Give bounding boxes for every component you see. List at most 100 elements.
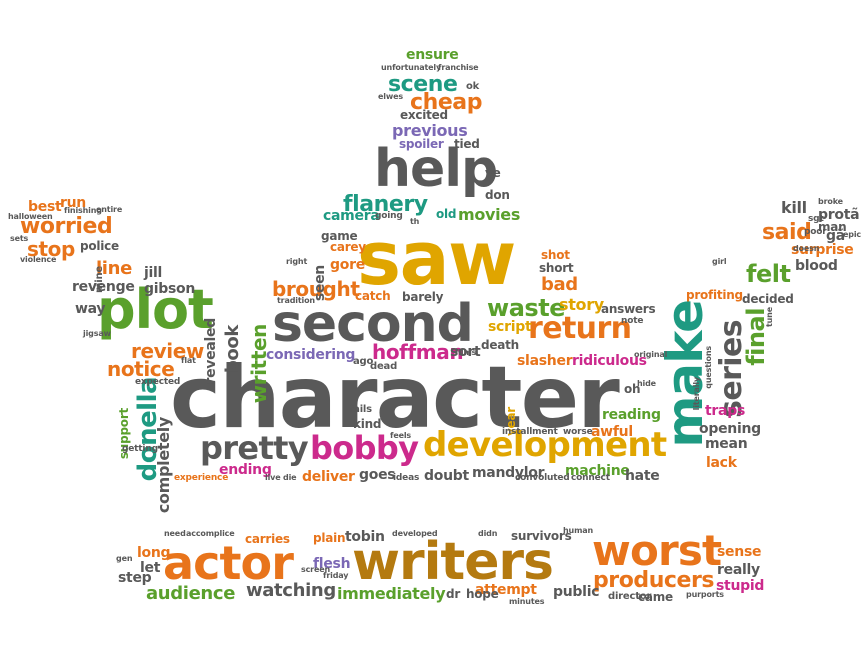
cloud-word: entire [96, 205, 123, 214]
cloud-word: reading [602, 407, 661, 423]
cloud-word: catch [355, 289, 391, 303]
cloud-word: protã [818, 207, 860, 223]
cloud-word: expected [135, 377, 181, 387]
cloud-word: note [621, 316, 644, 326]
cloud-word: survivors [511, 529, 572, 543]
cloud-word: director [608, 591, 652, 602]
cloud-word: sense [717, 544, 762, 560]
cloud-word: girl [712, 257, 727, 266]
cloud-word: tobin [345, 529, 385, 545]
cloud-word: audience [146, 583, 236, 604]
cloud-word: kind [353, 417, 382, 431]
cloud-word: didn [478, 529, 498, 538]
cloud-word: came [638, 590, 673, 604]
cloud-word: return [528, 311, 632, 346]
cloud-word: unfortunately [381, 63, 442, 72]
cloud-word: felt [746, 260, 791, 288]
cloud-word: literally [692, 377, 701, 411]
cloud-word: ensure [406, 47, 459, 63]
cloud-word: decided [742, 292, 794, 306]
cloud-word: gore [330, 257, 365, 273]
cloud-word: public [553, 584, 600, 600]
cloud-word: let [140, 560, 161, 576]
cloud-word: feels [390, 431, 412, 440]
cloud-word: immediately [337, 584, 446, 603]
cloud-word: minutes [509, 597, 545, 606]
cloud-word: way [75, 301, 106, 317]
cloud-word: producers [593, 568, 715, 593]
cloud-word: excited [400, 108, 448, 122]
cloud-word: scene [388, 72, 458, 97]
cloud-word: mine [94, 266, 105, 293]
cloud-word: seen [312, 265, 328, 302]
cloud-word: surprise [791, 242, 854, 258]
cloud-word: worse [563, 427, 593, 437]
cloud-word: answers [601, 302, 656, 316]
cloud-word: experience [174, 473, 229, 483]
cloud-word: writers [352, 532, 554, 592]
cloud-word: poor [804, 227, 827, 237]
cloud-word: die [283, 473, 297, 482]
cloud-word: tied [454, 137, 480, 151]
cloud-word: awful [591, 424, 633, 440]
cloud-word: sgt [808, 214, 824, 224]
cloud-word: finishing [64, 206, 102, 215]
cloud-word: plot [97, 278, 214, 341]
cloud-word: broke [818, 197, 843, 206]
cloud-word: purports [686, 590, 724, 599]
cloud-word: sort [450, 344, 481, 360]
cloud-word: stop [27, 237, 75, 261]
cloud-word: revenge [72, 279, 135, 295]
cloud-word: jigsaw [83, 329, 111, 338]
cloud-word: plain [313, 531, 346, 545]
cloud-word: watching [246, 580, 336, 601]
cloud-word: live [265, 473, 281, 482]
cloud-word: profiting [686, 288, 743, 302]
cloud-word: epic [843, 230, 861, 239]
cloud-word: movies [458, 205, 521, 224]
cloud-word: carey [330, 240, 366, 254]
cloud-word: developed [392, 529, 438, 538]
cloud-word: traps [705, 403, 745, 419]
cloud-word: bobby [310, 429, 419, 467]
cloud-word: written [247, 324, 271, 404]
cloud-word: hide [637, 379, 656, 388]
cloud-word: death [481, 338, 519, 352]
cloud-word: saw [357, 216, 516, 302]
cloud-word: hope [466, 587, 499, 601]
cloud-word: worst [592, 526, 722, 575]
cloud-word: really [717, 562, 760, 578]
cloud-word: line [96, 258, 132, 279]
cloud-word: best [28, 199, 62, 215]
cloud-word: step [118, 570, 152, 586]
cloud-word: ridiculous [572, 353, 647, 369]
cloud-word: mandylor [472, 465, 545, 481]
cloud-word: carries [245, 532, 290, 546]
cloud-word: actor [163, 536, 294, 590]
cloud-word: long [137, 545, 171, 561]
cloud-word: mean [705, 436, 748, 452]
cloud-word: halloween [8, 212, 53, 221]
cloud-word: violence [20, 255, 57, 264]
cloud-word: cheap [410, 90, 483, 115]
cloud-word: elwes [378, 92, 403, 101]
cloud-word: help [374, 139, 498, 199]
cloud-word: attempt [475, 582, 537, 598]
cloud-word: character [170, 348, 620, 448]
cloud-word: installment [502, 427, 558, 437]
cloud-word: fails [349, 404, 372, 415]
cloud-word: connect [571, 473, 610, 483]
cloud-word: th [410, 217, 420, 226]
cloud-word: development [423, 425, 667, 465]
cloud-word: screen [301, 565, 331, 574]
cloud-word: goes [359, 467, 396, 483]
cloud-word: man [818, 220, 847, 234]
cloud-word: old [436, 207, 457, 221]
cloud-word: camera [323, 208, 380, 224]
cloud-word: script [488, 319, 532, 335]
cloud-word: jill [144, 265, 163, 281]
cloud-word: run [60, 195, 86, 211]
cloud-word: going [375, 211, 403, 221]
cloud-word: flanery [343, 192, 428, 217]
